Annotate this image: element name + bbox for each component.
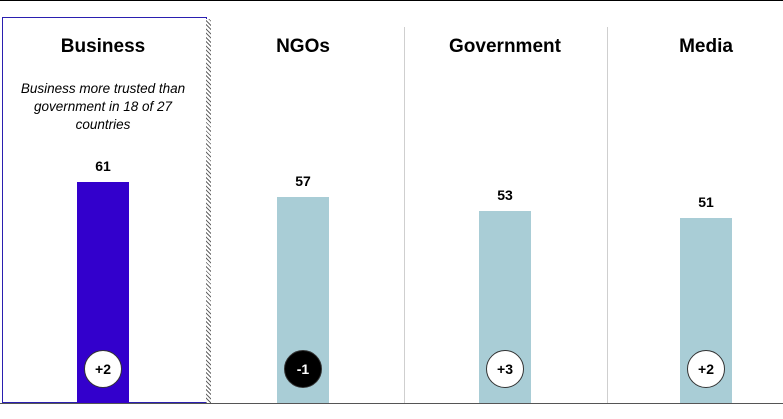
column-divider (404, 27, 405, 403)
column-title: Media (679, 36, 733, 57)
change-badge: +3 (486, 350, 524, 388)
change-badge: +2 (84, 350, 122, 388)
value-label: 61 (95, 158, 111, 175)
baseline (0, 403, 783, 404)
panel-shadow-hatch (206, 19, 211, 403)
column-title: Government (449, 36, 561, 57)
business-note: Business more trusted than government in… (20, 81, 186, 132)
change-badge: -1 (284, 350, 322, 388)
change-badge: +2 (687, 350, 725, 388)
column-title: NGOs (276, 36, 330, 57)
value-label: 53 (497, 187, 513, 204)
top-rule (0, 0, 783, 1)
column-divider (607, 27, 608, 403)
value-label: 57 (295, 172, 311, 189)
value-label: 51 (698, 194, 714, 211)
column-title: Business (60, 36, 146, 57)
